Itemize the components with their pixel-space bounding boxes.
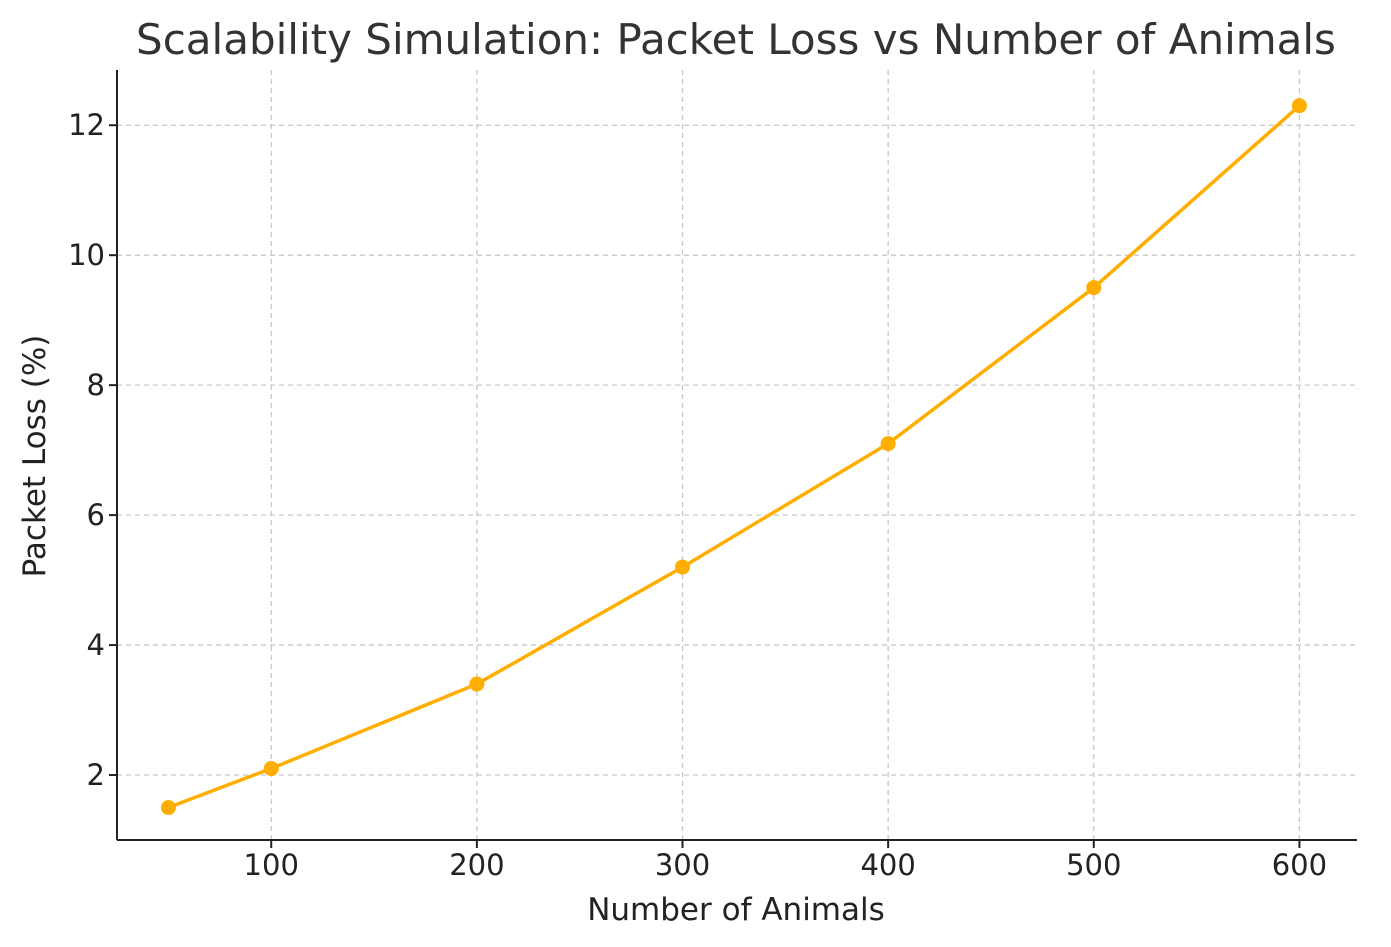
y-tick-label: 6 <box>87 498 105 532</box>
data-point <box>880 436 896 452</box>
data-point <box>1291 98 1307 114</box>
x-tick-label: 100 <box>244 848 299 882</box>
x-tick-label: 300 <box>655 848 710 882</box>
data-point <box>675 559 691 575</box>
y-tick-label: 2 <box>87 758 105 792</box>
y-tick-label: 8 <box>87 368 105 402</box>
x-tick-label: 500 <box>1066 848 1121 882</box>
series <box>160 98 1307 816</box>
y-ticks: 2 4 6 8 10 12 <box>68 108 117 792</box>
data-point <box>1086 280 1102 296</box>
x-ticks: 100 200 300 400 500 600 <box>244 840 1327 882</box>
chart-title: Scalability Simulation: Packet Loss vs N… <box>136 15 1336 64</box>
data-point <box>160 800 176 816</box>
data-point <box>263 761 279 777</box>
data-point <box>469 676 485 692</box>
x-tick-label: 600 <box>1272 848 1327 882</box>
x-axis-label: Number of Animals <box>587 892 885 928</box>
y-tick-label: 10 <box>68 238 105 272</box>
x-tick-label: 400 <box>860 848 915 882</box>
y-axis-label: Packet Loss (%) <box>17 335 53 578</box>
series-line <box>166 103 1302 810</box>
grid <box>117 70 1357 840</box>
axes <box>116 70 1357 841</box>
y-tick-label: 12 <box>68 108 105 142</box>
y-tick-label: 4 <box>87 628 105 662</box>
x-tick-label: 200 <box>449 848 504 882</box>
